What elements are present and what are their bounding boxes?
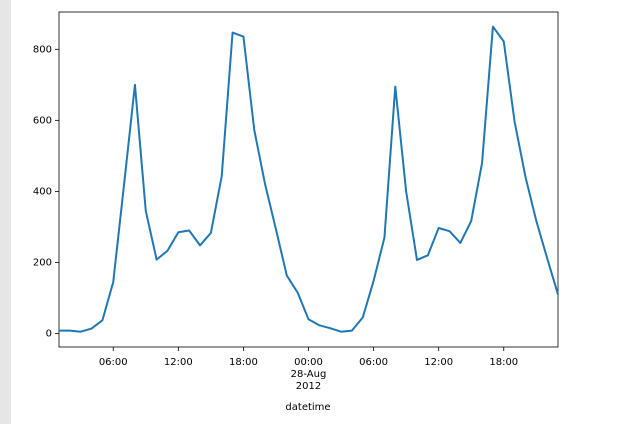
x-tick-label: 18:00 (229, 357, 258, 368)
y-tick-label: 400 (33, 186, 52, 197)
data-line (59, 25, 559, 333)
side-strip (0, 0, 11, 424)
x-tick-label: 12:00 (164, 357, 193, 368)
plot-frame (58, 11, 559, 348)
x-tick-label: 12:00 (424, 357, 453, 368)
y-tick-label: 800 (33, 44, 52, 55)
x-tick-label: 00:00 28-Aug 2012 (291, 357, 327, 392)
y-tick-label: 200 (33, 257, 52, 268)
y-tick-label: 600 (33, 115, 52, 126)
x-axis-label: datetime (285, 402, 330, 413)
y-tick-label: 0 (46, 329, 52, 340)
x-tick-label: 18:00 (489, 357, 518, 368)
x-tick-label: 06:00 (99, 357, 128, 368)
x-tick-label: 06:00 (359, 357, 388, 368)
